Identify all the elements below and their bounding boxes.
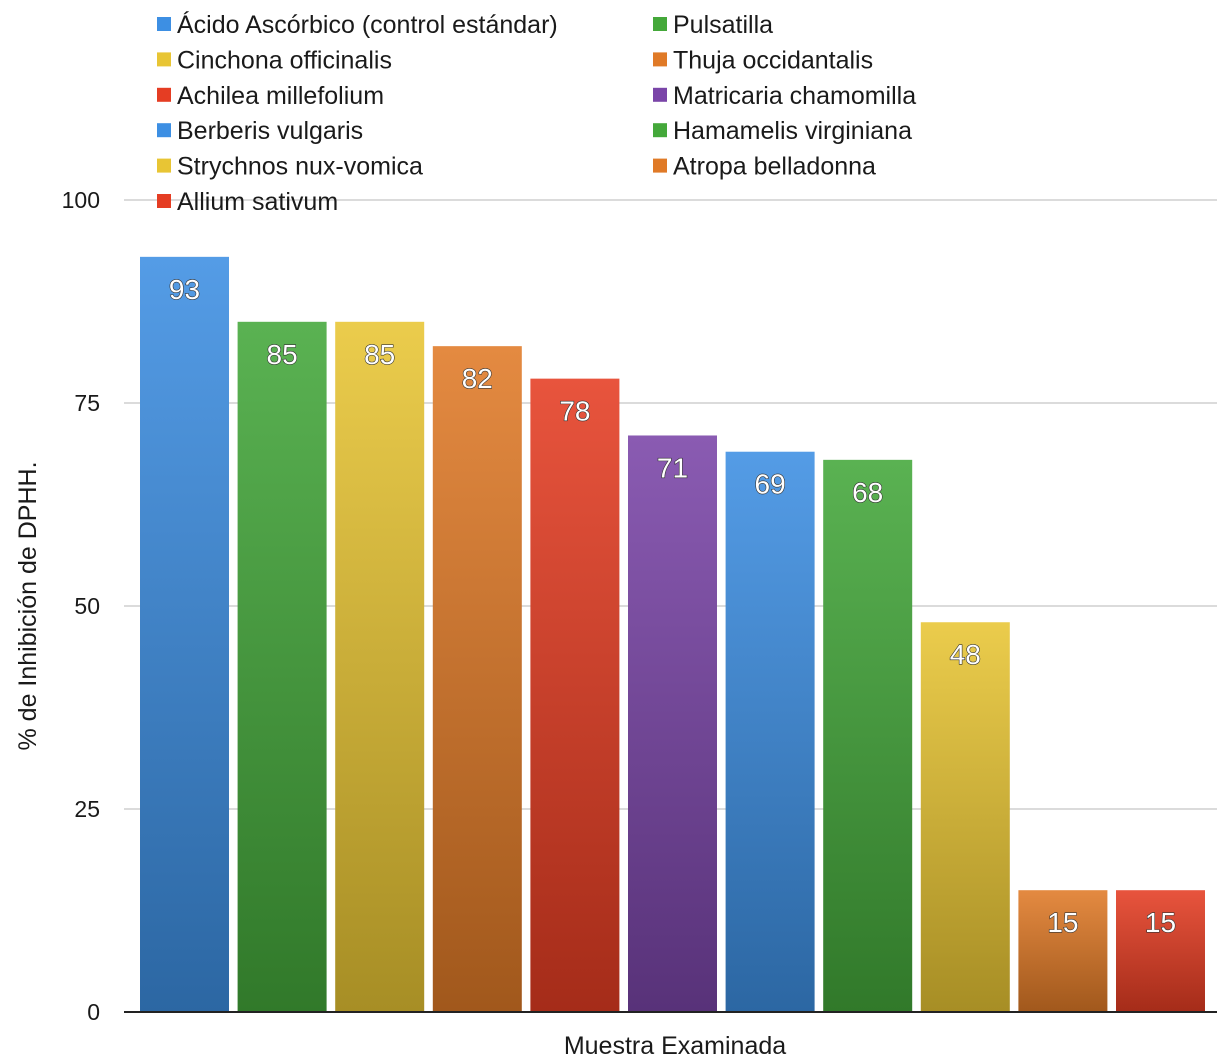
bar	[1018, 890, 1108, 1012]
x-axis-label: Muestra Examinada	[564, 1032, 786, 1060]
data-label: 15	[1145, 907, 1176, 938]
y-tick-label: 75	[74, 390, 100, 416]
legend-swatch	[157, 194, 171, 208]
legend-swatch	[653, 158, 667, 173]
data-label: 82	[462, 363, 493, 394]
legend-item: Cinchona officinalis	[157, 46, 392, 74]
legend-item: Pulsatilla	[653, 11, 773, 39]
legend-swatch	[157, 123, 171, 138]
legend-label: Ácido Ascórbico (control estándar)	[177, 10, 558, 39]
legend-item: Matricaria chamomilla	[653, 82, 916, 110]
legend-swatch	[653, 87, 667, 102]
bar	[823, 459, 913, 1013]
legend-label: Hamamelis virginiana	[673, 117, 912, 145]
legend-label: Cinchona officinalis	[177, 46, 392, 74]
legend-label: Pulsatilla	[673, 11, 773, 39]
legend: Ácido Ascórbico (control estándar) Pulsat…	[157, 10, 916, 216]
legend-item: Strychnos nux-vomica	[157, 153, 423, 181]
legend-item: Ácido Ascórbico (control estándar)	[157, 10, 558, 39]
data-label: 85	[267, 339, 298, 370]
y-tick-label: 100	[62, 187, 100, 213]
bar	[140, 256, 229, 1013]
bar	[725, 451, 815, 1013]
legend-swatch	[157, 158, 171, 173]
y-tick-label: 0	[87, 999, 100, 1025]
legend-swatch	[653, 52, 667, 67]
data-label: 85	[364, 339, 395, 370]
legend-item: Berberis vulgaris	[157, 117, 363, 145]
legend-item: Achilea millefolium	[157, 82, 384, 110]
bar	[920, 622, 1010, 1012]
axes: % de Inhibición de DPHH. Muestra Examina…	[14, 187, 1217, 1060]
bar	[335, 321, 425, 1012]
legend-swatch	[653, 123, 667, 138]
legend-label: Strychnos nux-vomica	[177, 153, 423, 181]
legend-swatch	[653, 17, 667, 31]
data-label: 71	[657, 452, 688, 483]
data-label: 69	[755, 469, 786, 500]
bar	[628, 435, 717, 1013]
data-labels: 93 85 85 82 78 71 69 68 48 15 15	[168, 273, 1176, 939]
bar	[1116, 890, 1205, 1012]
data-label: 78	[559, 396, 590, 427]
y-tick-label: 50	[74, 593, 100, 619]
legend-item: Thuja occidantalis	[653, 46, 873, 74]
data-label: 15	[1047, 907, 1078, 938]
legend-item: Allium sativum	[157, 188, 338, 216]
legend-swatch	[157, 52, 171, 67]
bars	[140, 256, 1205, 1013]
legend-label: Matricaria chamomilla	[673, 82, 916, 110]
legend-swatch	[157, 87, 171, 102]
bar	[530, 378, 620, 1012]
legend-label: Allium sativum	[177, 188, 338, 216]
bar	[237, 321, 327, 1012]
legend-label: Atropa belladonna	[673, 153, 876, 181]
data-label: 93	[169, 274, 200, 305]
legend-item: Hamamelis virginiana	[653, 117, 912, 145]
data-label: 48	[950, 639, 981, 670]
legend-item: Atropa belladonna	[653, 153, 876, 181]
y-tick-label: 25	[74, 796, 100, 822]
legend-label: Achilea millefolium	[177, 82, 384, 110]
legend-label: Thuja occidantalis	[673, 46, 873, 74]
y-axis-label: % de Inhibición de DPHH.	[14, 461, 42, 750]
bar	[432, 346, 522, 1012]
legend-label: Berberis vulgaris	[177, 117, 363, 145]
legend-swatch	[157, 17, 171, 31]
data-label: 68	[852, 477, 883, 508]
